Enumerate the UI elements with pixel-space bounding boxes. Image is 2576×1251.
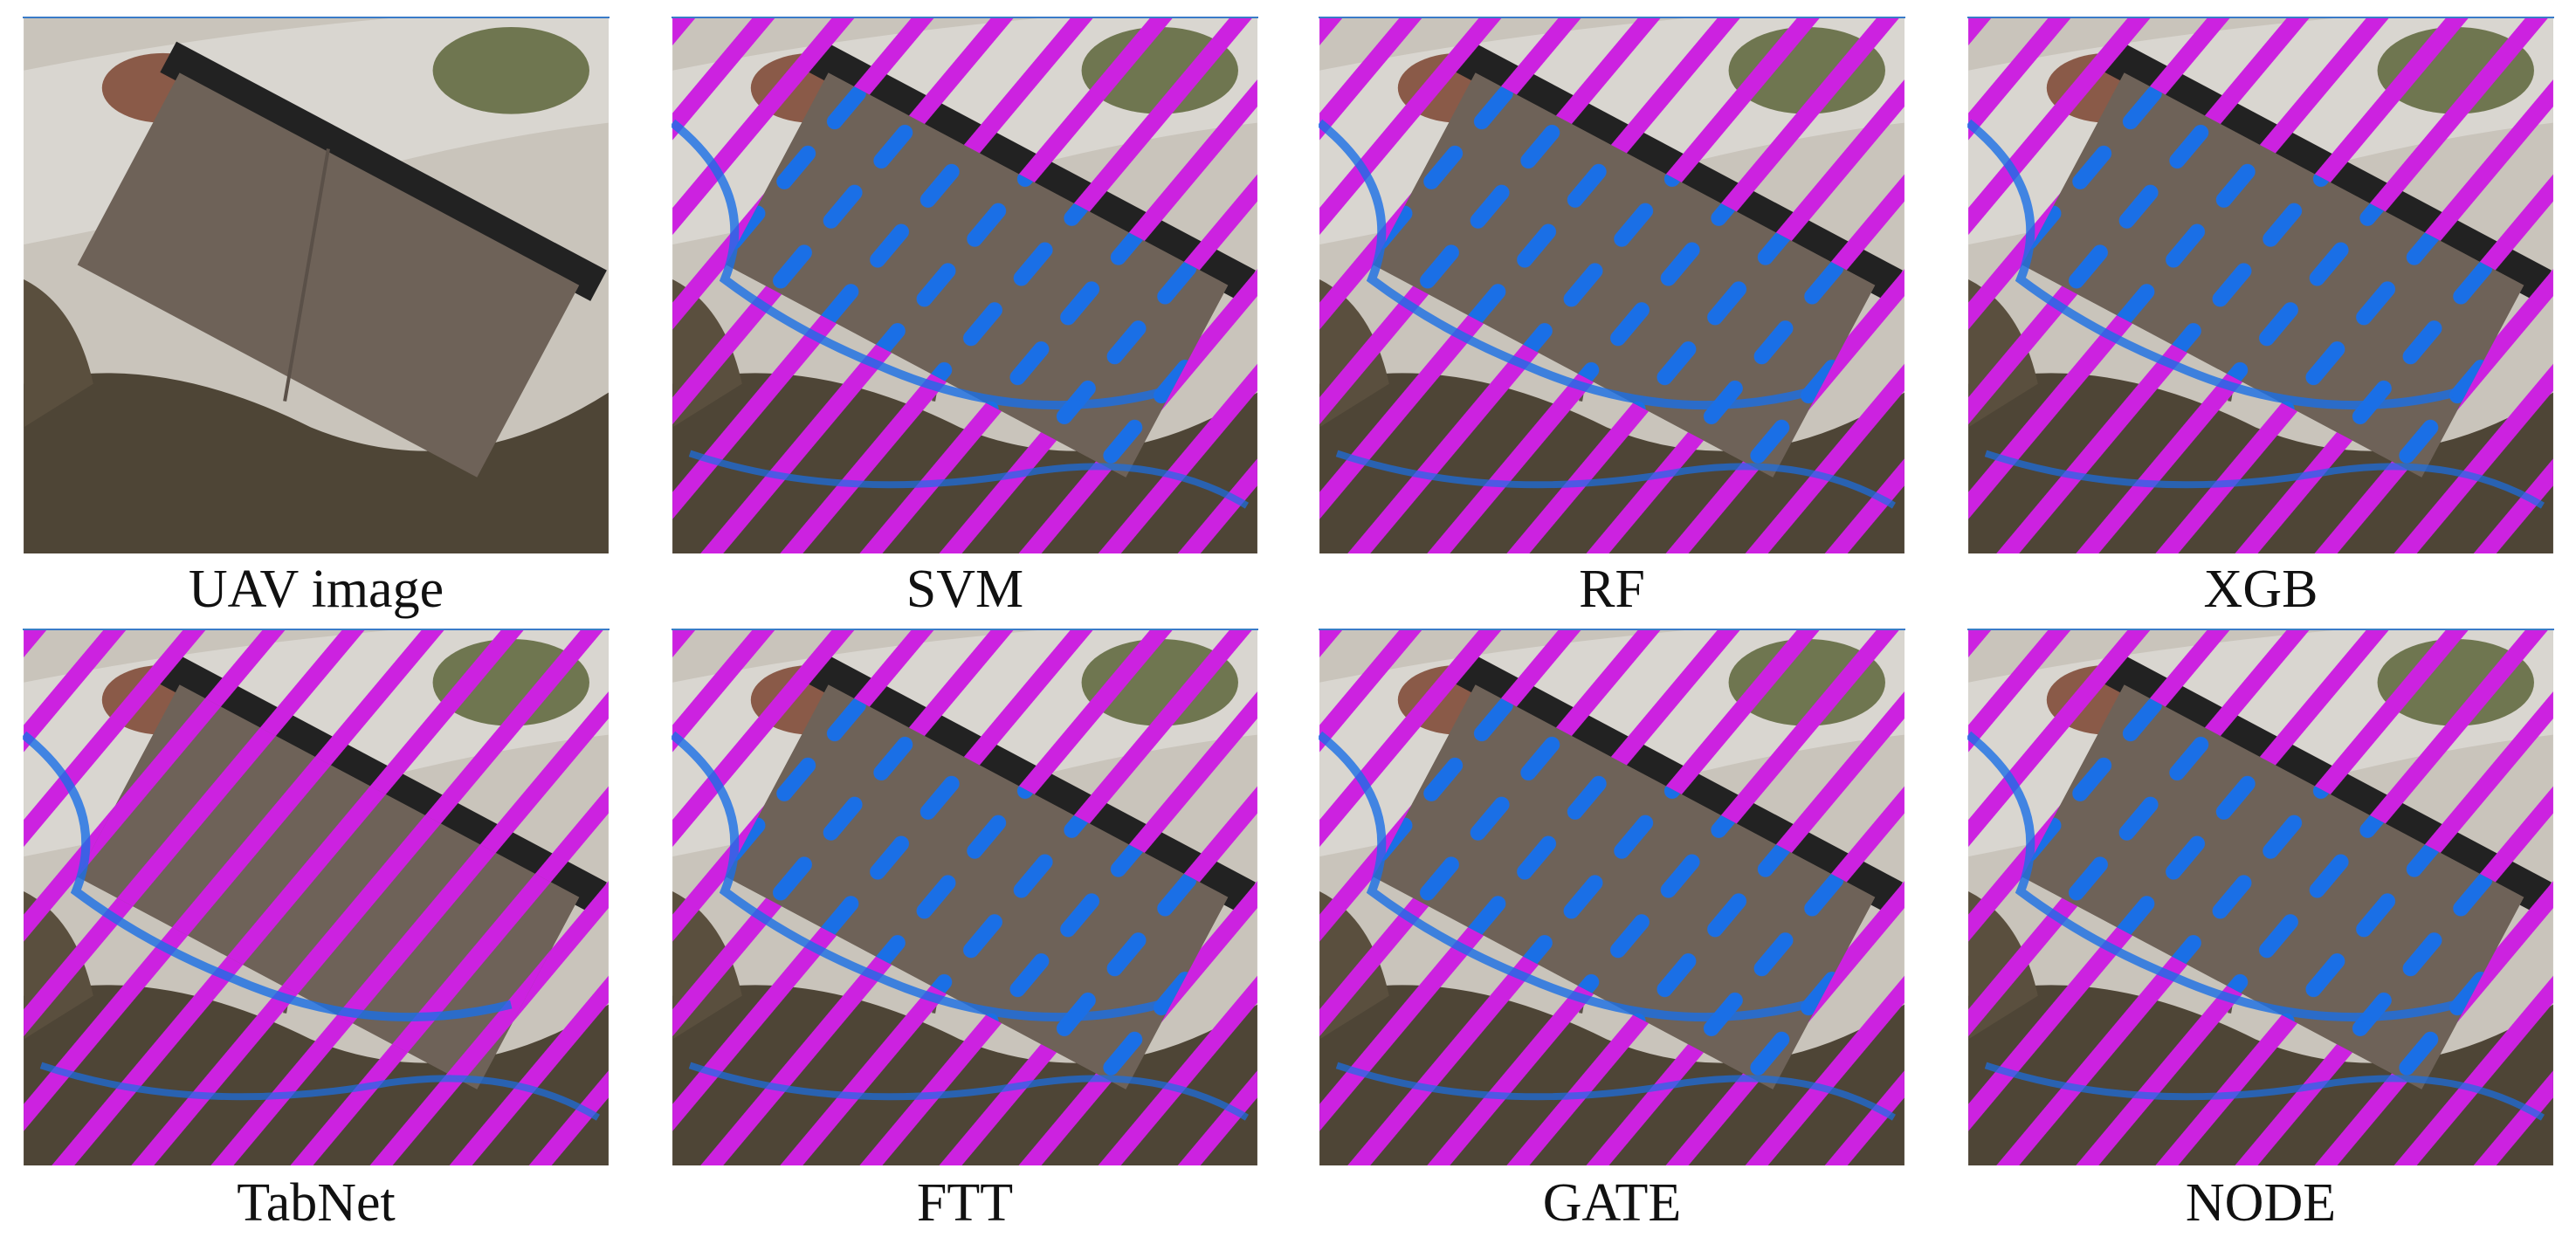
panel-label: XGB (2203, 560, 2318, 619)
panel-label: TabNet (237, 1173, 396, 1233)
map-panel (23, 17, 610, 553)
map-image (24, 18, 609, 553)
panel-label: RF (1579, 560, 1645, 619)
map-image (1316, 630, 1904, 1165)
map-panel (1965, 629, 2554, 1165)
map-image (20, 630, 609, 1165)
map-panel (669, 17, 1258, 553)
map-image (1316, 18, 1904, 553)
panel-label: FTT (916, 1173, 1014, 1233)
panel-label: GATE (1542, 1173, 1682, 1233)
map-image (1965, 18, 2553, 553)
map-panel (1965, 17, 2554, 553)
panel-label: SVM (906, 560, 1024, 619)
panel-label: NODE (2185, 1173, 2337, 1233)
panel-label: UAV image (188, 560, 444, 619)
map-panel (1316, 629, 1905, 1165)
map-image (1965, 630, 2553, 1165)
map-panel (20, 629, 610, 1165)
map-panel (669, 629, 1258, 1165)
map-image (669, 630, 1257, 1165)
map-image (669, 18, 1257, 553)
map-panel (1316, 17, 1905, 553)
